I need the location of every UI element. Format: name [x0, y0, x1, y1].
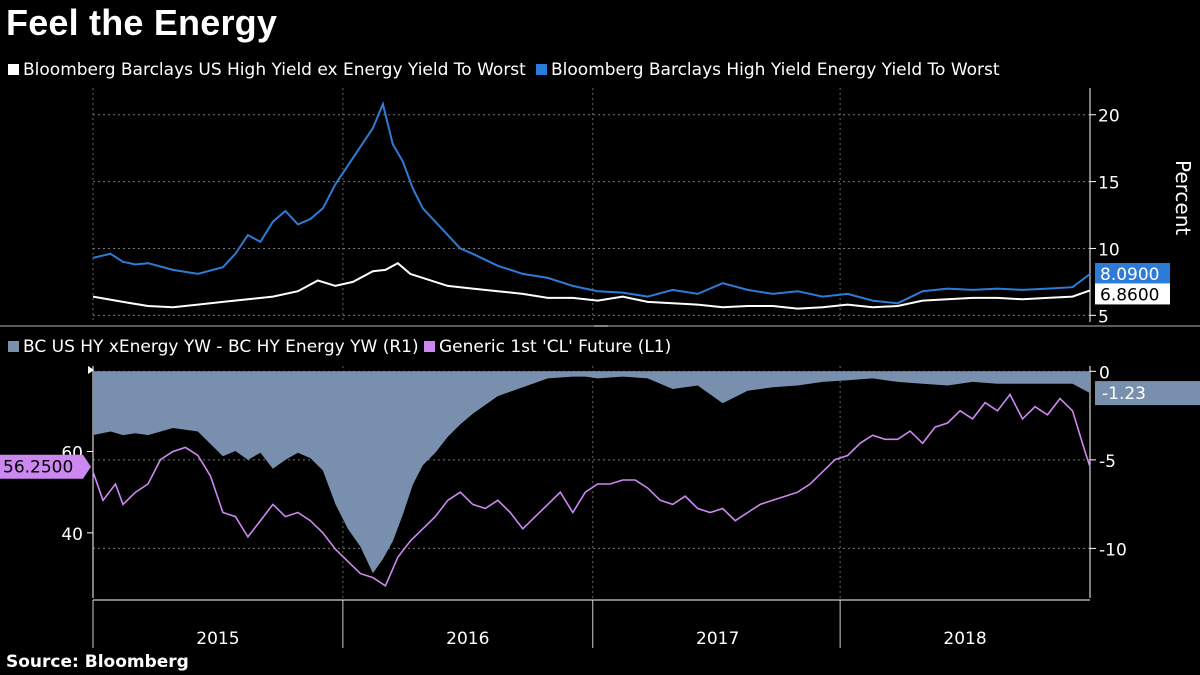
bottom-right-ytick-label: 0	[1099, 363, 1110, 383]
legend-swatch-purple	[424, 341, 435, 352]
oil-last-value-label: 56.2500	[3, 458, 73, 478]
legend-swatch-slate	[8, 341, 19, 352]
energy-last-value-label: 8.0900	[1100, 265, 1159, 285]
xtick-label: 2015	[196, 629, 239, 649]
oil-futures-line	[92, 393, 1091, 587]
spread-last-value-label: -1.23	[1102, 384, 1146, 404]
top-legend-item-energy: Bloomberg Barclays High Yield Energy Yie…	[536, 60, 1000, 80]
legend-swatch-blue	[536, 64, 547, 75]
top-legend-item-ex-energy: Bloomberg Barclays US High Yield ex Ener…	[8, 60, 526, 80]
bottom-right-ytick-label: -5	[1099, 452, 1116, 472]
xtick-label: 2016	[446, 629, 489, 649]
energy-last-value-box	[1095, 262, 1170, 284]
top-ytick-label: 20	[1098, 107, 1120, 127]
top-ytick-label: 5	[1098, 307, 1109, 327]
top-ylabel: Percent	[1171, 160, 1195, 235]
top-legend-label-2: Bloomberg Barclays High Yield Energy Yie…	[551, 60, 1000, 80]
ex-energy-last-value-label: 6.8600	[1100, 285, 1159, 305]
ex-energy-yield-line	[92, 261, 1091, 310]
ex-energy-last-value-box	[1095, 283, 1170, 305]
top-ytick-label: 15	[1098, 174, 1120, 194]
top-ytick-label: 10	[1098, 240, 1120, 260]
xtick-label: 2018	[943, 629, 986, 649]
energy-yield-line	[92, 100, 1091, 305]
bottom-legend-item-oil: Generic 1st 'CL' Future (L1)	[424, 337, 671, 357]
bottom-legend-label-1: BC US HY xEnergy YW - BC HY Energy YW (R…	[23, 337, 419, 357]
xtick-label: 2017	[696, 629, 739, 649]
bottom-left-ytick-label: 40	[61, 525, 83, 545]
bottom-legend-label-2: Generic 1st 'CL' Future (L1)	[439, 337, 672, 357]
bottom-right-ytick-label: -10	[1099, 540, 1127, 560]
top-legend-label-1: Bloomberg Barclays US High Yield ex Ener…	[23, 60, 526, 80]
source-note: Source: Bloomberg	[6, 652, 189, 672]
bottom-legend-item-spread: BC US HY xEnergy YW - BC HY Energy YW (R…	[8, 337, 419, 357]
bottom-left-axis-marker	[88, 366, 94, 374]
chart-title: Feel the Energy	[6, 2, 278, 43]
legend-swatch-white	[8, 64, 19, 75]
spread-last-value-box	[1095, 381, 1200, 406]
oil-last-value-box	[0, 454, 91, 479]
spread-area	[93, 371, 1090, 574]
